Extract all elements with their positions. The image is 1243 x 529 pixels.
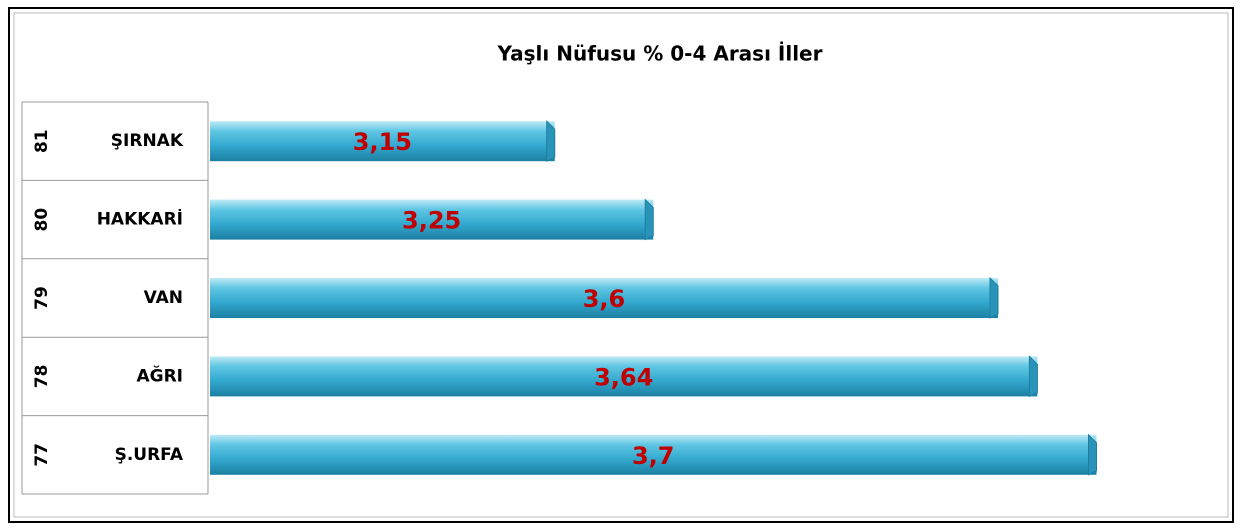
- bar: [210, 121, 555, 162]
- category-label: ŞIRNAK: [111, 131, 184, 151]
- category-label: HAKKARİ: [97, 208, 183, 230]
- bar: [210, 199, 654, 240]
- rank-label: 77: [32, 443, 52, 467]
- bar-end: [989, 276, 999, 319]
- bar-end: [1028, 355, 1038, 398]
- value-label: 3,64: [594, 363, 653, 391]
- bar-end: [644, 198, 654, 241]
- category-label: AĞRI: [136, 364, 183, 386]
- rank-label: 78: [32, 365, 52, 389]
- chart-title: Yaşlı Nüfusu % 0-4 Arası İller: [497, 42, 823, 66]
- bar-end: [1088, 433, 1097, 476]
- rank-label: 79: [32, 286, 52, 310]
- category-label: VAN: [144, 288, 183, 308]
- bar: [210, 434, 1097, 475]
- inner-frame: [13, 12, 1229, 518]
- bar-end: [546, 119, 556, 163]
- category-label: Ş.URFA: [115, 445, 184, 465]
- value-label: 3,7: [632, 442, 675, 470]
- value-label: 3,15: [353, 128, 412, 156]
- value-label: 3,6: [583, 285, 626, 313]
- rank-label: 81: [32, 129, 52, 153]
- rank-label: 80: [32, 208, 52, 232]
- bar: [210, 356, 1038, 397]
- bar: [210, 278, 998, 318]
- value-label: 3,25: [402, 207, 461, 235]
